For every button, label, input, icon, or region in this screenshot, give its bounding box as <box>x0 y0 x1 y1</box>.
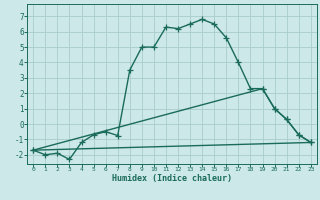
X-axis label: Humidex (Indice chaleur): Humidex (Indice chaleur) <box>112 174 232 183</box>
